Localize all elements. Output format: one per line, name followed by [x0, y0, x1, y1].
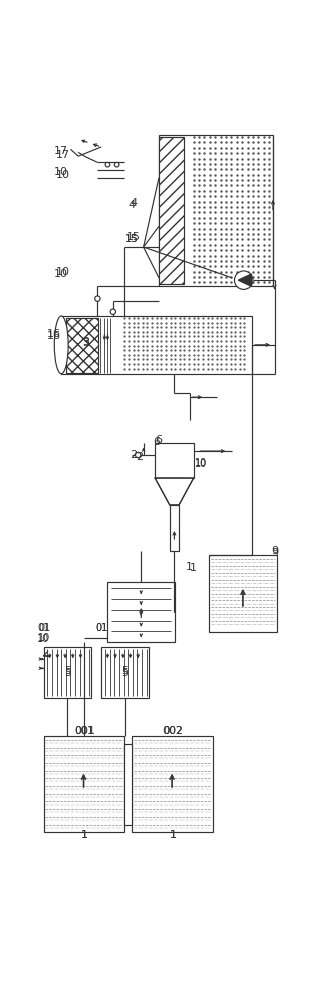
- Text: 1: 1: [81, 830, 88, 840]
- Circle shape: [234, 271, 253, 289]
- Text: 01: 01: [95, 623, 107, 633]
- Text: 5: 5: [64, 668, 71, 678]
- Text: 10: 10: [37, 634, 50, 644]
- Text: 001: 001: [74, 726, 95, 736]
- Bar: [61, 316, 252, 374]
- Text: 10: 10: [195, 458, 207, 468]
- Text: 10: 10: [38, 633, 50, 643]
- Polygon shape: [155, 478, 194, 505]
- Text: 17: 17: [54, 146, 68, 156]
- Text: 15: 15: [127, 232, 141, 242]
- Text: 1: 1: [169, 830, 176, 840]
- Circle shape: [114, 162, 119, 167]
- Text: 3: 3: [82, 337, 89, 347]
- Text: 10: 10: [195, 459, 207, 469]
- Bar: [209, 555, 277, 632]
- Text: 01: 01: [95, 623, 107, 633]
- Circle shape: [136, 452, 141, 458]
- Text: 10: 10: [54, 269, 68, 279]
- Circle shape: [105, 162, 110, 167]
- Bar: [124, 744, 132, 825]
- Text: 5: 5: [122, 668, 129, 678]
- Text: 10: 10: [54, 167, 68, 177]
- Text: 15: 15: [125, 234, 139, 244]
- Text: 9: 9: [271, 548, 278, 558]
- Bar: [159, 137, 183, 284]
- Bar: [101, 647, 149, 698]
- Bar: [132, 736, 213, 832]
- Text: 10: 10: [56, 170, 70, 180]
- Ellipse shape: [54, 316, 68, 374]
- Text: 001: 001: [75, 726, 94, 736]
- Text: 10: 10: [56, 267, 70, 277]
- Bar: [159, 135, 273, 286]
- Circle shape: [95, 296, 100, 301]
- Bar: [44, 647, 91, 698]
- Text: 9: 9: [271, 546, 278, 556]
- Text: 15: 15: [125, 234, 139, 244]
- Text: 1: 1: [190, 563, 197, 573]
- Text: 4: 4: [130, 198, 137, 208]
- Text: 5: 5: [122, 666, 129, 676]
- Bar: [107, 582, 175, 642]
- Text: 002: 002: [163, 726, 183, 736]
- Bar: [170, 505, 179, 551]
- Circle shape: [110, 309, 115, 314]
- Text: 6: 6: [156, 435, 163, 445]
- Text: 5: 5: [64, 666, 71, 676]
- Bar: [155, 443, 194, 478]
- Text: 4: 4: [128, 200, 136, 210]
- Text: 3: 3: [82, 338, 89, 348]
- Text: 01: 01: [38, 623, 50, 633]
- Text: 1: 1: [81, 830, 88, 840]
- Text: 1: 1: [169, 830, 176, 840]
- Text: 1: 1: [186, 562, 193, 572]
- Text: 2: 2: [136, 452, 143, 462]
- Text: 01: 01: [37, 623, 50, 633]
- Text: 17: 17: [56, 150, 70, 160]
- Text: 16: 16: [47, 329, 61, 339]
- Text: 2: 2: [130, 450, 137, 460]
- Bar: [44, 736, 124, 832]
- Text: 6: 6: [153, 437, 160, 447]
- Polygon shape: [238, 274, 251, 286]
- Bar: [66, 318, 98, 373]
- Text: 002: 002: [162, 726, 183, 736]
- Text: 16: 16: [47, 331, 61, 341]
